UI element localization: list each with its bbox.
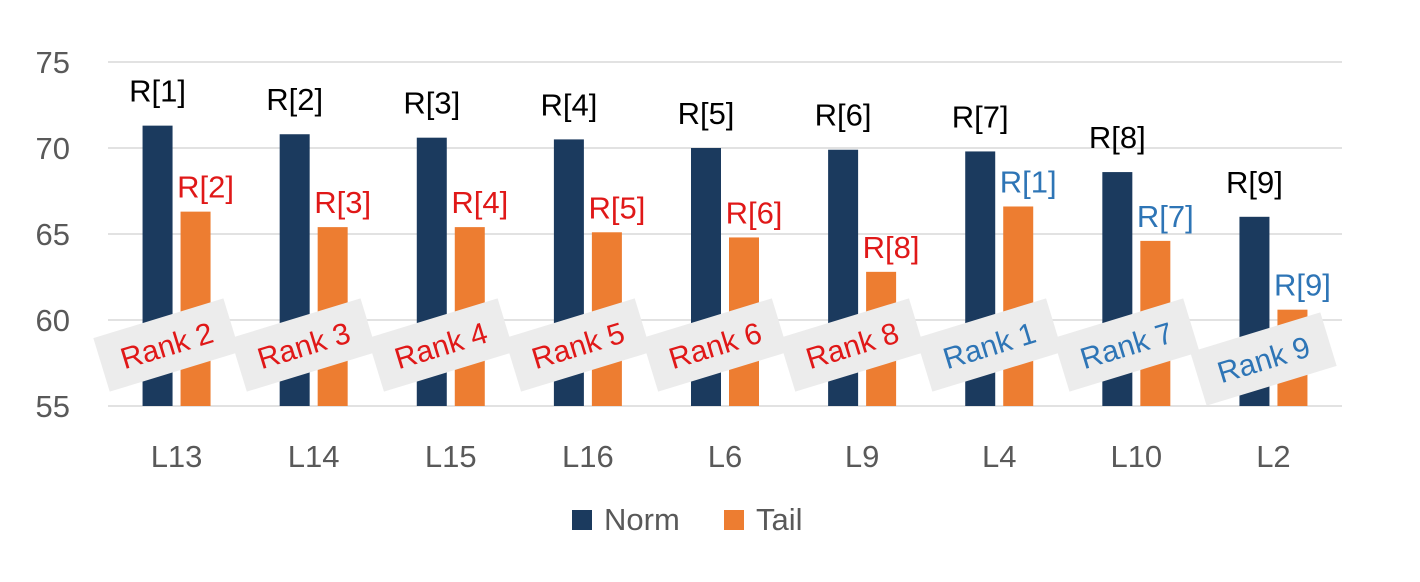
y-tick-label: 70 bbox=[36, 131, 70, 166]
norm-data-label: R[3] bbox=[403, 86, 460, 121]
y-tick-label: 65 bbox=[36, 217, 70, 252]
x-tick-label: L9 bbox=[845, 439, 879, 474]
rank-annotation: Rank 4 bbox=[367, 298, 514, 392]
rank-annotation-box bbox=[778, 298, 926, 392]
rank-annotation-box bbox=[641, 298, 789, 392]
rank-annotation-box bbox=[504, 298, 652, 392]
rank-annotation: Rank 5 bbox=[504, 298, 652, 392]
tail-data-label: R[7] bbox=[1137, 199, 1194, 234]
norm-data-label: R[2] bbox=[266, 82, 323, 117]
rank-annotation-box bbox=[93, 298, 240, 392]
x-tick-label: L6 bbox=[708, 439, 742, 474]
y-tick-label: 60 bbox=[36, 303, 70, 338]
x-tick-label: L13 bbox=[151, 439, 203, 474]
tail-data-label: R[9] bbox=[1274, 268, 1331, 303]
x-tick-label: L2 bbox=[1256, 439, 1290, 474]
legend-swatch bbox=[572, 510, 592, 530]
legend-swatch bbox=[724, 510, 744, 530]
legend-label: Tail bbox=[756, 502, 803, 537]
norm-data-label: R[9] bbox=[1226, 165, 1283, 200]
legend-label: Norm bbox=[604, 502, 680, 537]
x-tick-label: L14 bbox=[288, 439, 340, 474]
rank-annotation-box bbox=[916, 298, 1063, 392]
tail-data-label: R[3] bbox=[314, 185, 371, 220]
rank-annotation-box bbox=[230, 298, 377, 392]
tail-data-label: R[6] bbox=[726, 195, 783, 230]
rank-annotation-box bbox=[367, 298, 514, 392]
x-tick-label: L4 bbox=[982, 439, 1016, 474]
rank-annotation-box bbox=[1053, 298, 1200, 392]
norm-data-label: R[8] bbox=[1089, 120, 1146, 155]
rank-annotation: Rank 6 bbox=[641, 298, 789, 392]
tail-data-label: R[1] bbox=[1000, 164, 1057, 199]
norm-data-label: R[4] bbox=[540, 87, 597, 122]
rank-annotation-box bbox=[1190, 312, 1337, 406]
y-tick-label: 55 bbox=[36, 389, 70, 424]
x-tick-label: L10 bbox=[1110, 439, 1162, 474]
y-tick-label: 75 bbox=[36, 45, 70, 80]
norm-data-label: R[7] bbox=[952, 99, 1009, 134]
tail-data-label: R[8] bbox=[863, 230, 920, 265]
tail-data-label: R[4] bbox=[451, 185, 508, 220]
x-tick-label: L15 bbox=[425, 439, 477, 474]
tail-data-label: R[2] bbox=[177, 170, 234, 205]
norm-data-label: R[1] bbox=[129, 74, 186, 109]
tail-data-label: R[5] bbox=[588, 190, 645, 225]
norm-data-label: R[6] bbox=[815, 98, 872, 133]
x-tick-label: L16 bbox=[562, 439, 614, 474]
norm-data-label: R[5] bbox=[678, 96, 735, 131]
